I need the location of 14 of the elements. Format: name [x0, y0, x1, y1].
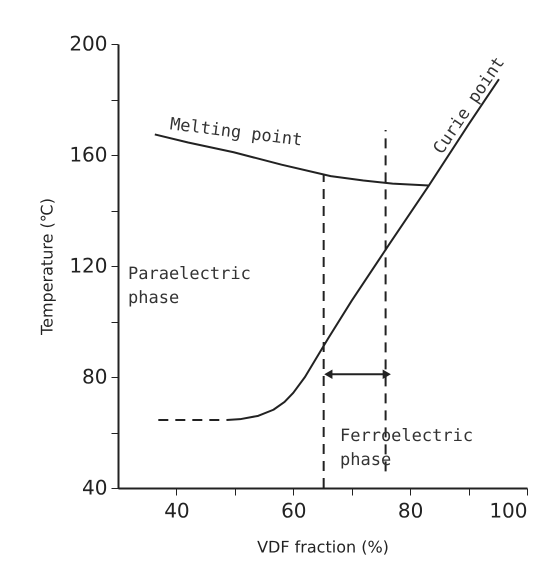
- x-tick-label: 40: [164, 498, 190, 522]
- x-tick-label: 80: [398, 498, 424, 522]
- y-tick-label: 200: [69, 32, 108, 56]
- annotation: Ferroelectric phase: [340, 426, 474, 470]
- y-tick-label: 40: [82, 476, 108, 500]
- x-axis-title: VDF fraction (%): [257, 538, 389, 556]
- y-tick-label: 80: [82, 364, 108, 388]
- y-tick-label: 160: [69, 142, 108, 166]
- x-tick-label: 60: [281, 498, 307, 522]
- x-tick-label: 100: [489, 498, 528, 522]
- y-axis-title: Temperature (℃): [37, 198, 56, 336]
- y-tick-label: 120: [69, 254, 108, 278]
- annotation: Melting point: [168, 114, 304, 150]
- annotation: Paraelectric phase: [128, 264, 251, 308]
